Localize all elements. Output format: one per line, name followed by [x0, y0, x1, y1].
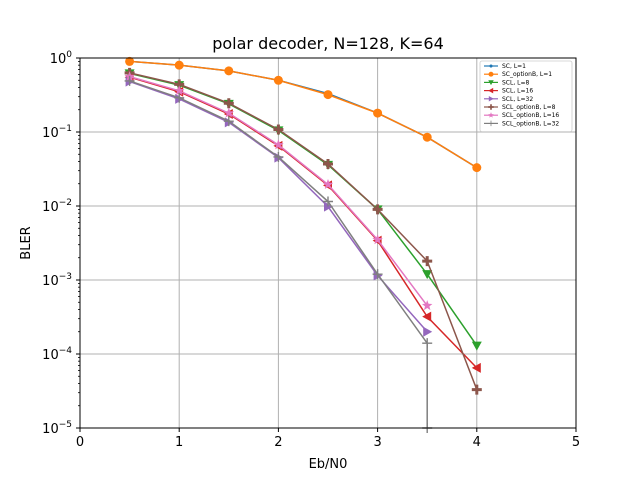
- data-point: [322, 179, 334, 189]
- data-point: [224, 66, 234, 76]
- x-axis-label: Eb/N0: [309, 457, 348, 472]
- legend-entry: SCL_optionB, L=8: [484, 104, 556, 111]
- data-point: [173, 85, 185, 96]
- legend-marker: [488, 112, 494, 118]
- x-tick-label: 2: [274, 435, 282, 450]
- legend-entry: SCL_optionB, L=16: [484, 112, 559, 119]
- legend-entry: SCL, L=16: [484, 88, 533, 95]
- data-point: [472, 163, 482, 173]
- data-point: [471, 362, 481, 373]
- data-point: [423, 326, 433, 337]
- legend-marker: [488, 104, 494, 110]
- data-point: [223, 98, 234, 109]
- y-tick-base: 10: [42, 126, 59, 141]
- y-tick-base: 10: [42, 200, 59, 215]
- legend-entry: SC_optionB, L=1: [484, 71, 552, 78]
- data-point: [273, 151, 284, 162]
- legend-entry: SCL_optionB, L=32: [484, 120, 559, 127]
- data-point: [223, 116, 234, 127]
- legend-marker: [488, 96, 494, 102]
- series-layer: [124, 56, 482, 433]
- x-tick-label: 3: [373, 435, 381, 450]
- data-point: [323, 90, 333, 100]
- data-point: [174, 60, 184, 70]
- legend-frame: [479, 60, 573, 132]
- y-tick-label: 10−3: [42, 272, 72, 289]
- x-tick-label: 5: [572, 435, 580, 450]
- y-tick-exponent: 0: [66, 50, 72, 60]
- data-point: [323, 158, 333, 169]
- data-point: [125, 56, 135, 66]
- y-tick-exponent: −5: [59, 420, 72, 430]
- legend-label: SCL_optionB, L=32: [502, 120, 559, 127]
- legend-marker: [489, 64, 493, 68]
- data-point: [124, 75, 135, 86]
- data-point: [373, 108, 383, 118]
- data-point: [324, 201, 333, 212]
- data-point: [273, 139, 284, 150]
- data-point: [372, 269, 383, 280]
- legend-label: SCL_optionB, L=8: [502, 104, 556, 111]
- y-tick-base: 10: [50, 52, 67, 67]
- legend-label: SC_optionB, L=1: [502, 71, 552, 78]
- legend-marker: [488, 71, 494, 77]
- y-tick-base: 10: [42, 348, 59, 363]
- data-point: [372, 204, 383, 215]
- y-tick-base: 10: [42, 422, 59, 437]
- legend-label: SCL_optionB, L=16: [502, 112, 559, 119]
- data-point: [372, 234, 383, 245]
- data-point: [421, 300, 433, 311]
- data-point: [422, 256, 433, 267]
- x-tick-label: 1: [175, 435, 183, 450]
- legend-marker: [488, 87, 494, 94]
- x-tick-label: 0: [76, 435, 84, 450]
- y-tick-label: 10−4: [42, 346, 72, 363]
- series-line: [129, 72, 478, 390]
- legend-entry: SCL, L=32: [484, 96, 533, 103]
- data-point: [422, 338, 433, 349]
- y-tick-label: 10−5: [42, 420, 72, 437]
- y-tick-exponent: −3: [59, 272, 72, 282]
- y-tick-base: 10: [42, 274, 59, 289]
- y-tick-exponent: −4: [59, 346, 73, 356]
- y-tick-label: 10−2: [42, 198, 72, 215]
- data-point: [273, 75, 283, 85]
- x-axis-ticks: 0 1 2 3 4 5: [76, 428, 580, 450]
- y-tick-label: 10−1: [42, 124, 72, 141]
- data-point: [422, 311, 432, 322]
- series-scl-optionb-l-8: [124, 67, 482, 395]
- legend-label: SCL, L=16: [502, 88, 533, 95]
- y-axis-label: BLER: [19, 226, 34, 259]
- data-point: [422, 270, 433, 280]
- x-tick-label: 4: [473, 435, 481, 450]
- data-point: [323, 196, 333, 207]
- series-line: [129, 60, 478, 169]
- series-sc-optionb-l-1: [125, 56, 482, 173]
- y-tick-exponent: −2: [59, 198, 72, 208]
- legend-marker: [488, 80, 494, 86]
- legend-marker: [488, 120, 494, 127]
- data-point: [223, 107, 235, 118]
- legend-entry: SCL, L=8: [484, 79, 530, 86]
- legend-label: SCL, L=8: [502, 79, 530, 86]
- data-point: [273, 124, 284, 135]
- legend-entry: SC, L=1: [484, 63, 526, 70]
- data-point: [422, 132, 432, 142]
- chart-title: polar decoder, N=128, K=64: [212, 34, 444, 53]
- y-tick-exponent: −1: [59, 124, 72, 134]
- series-line: [129, 80, 428, 428]
- data-point: [471, 341, 482, 351]
- data-point: [471, 384, 482, 395]
- y-tick-label: 100: [50, 50, 73, 67]
- legend-label: SCL, L=32: [502, 96, 533, 103]
- plot-frame: [79, 57, 577, 429]
- legend-label: SC, L=1: [502, 63, 526, 70]
- data-point: [174, 92, 185, 103]
